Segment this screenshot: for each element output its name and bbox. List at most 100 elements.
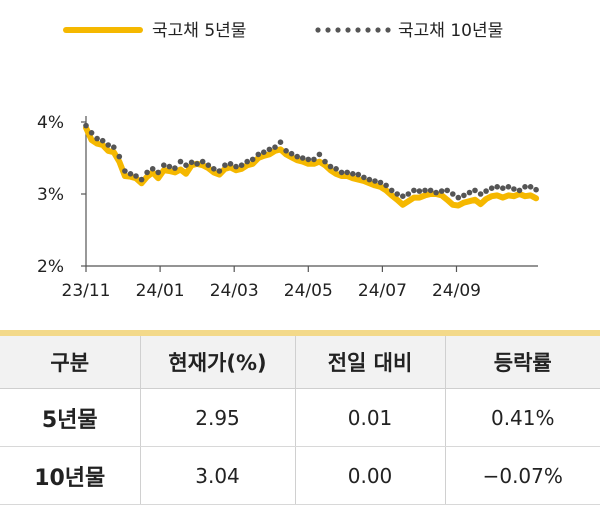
series-10y-point <box>527 184 534 190</box>
series-10y-point <box>111 144 117 150</box>
bond-yield-chart: 국고채 5년물 국고채 10년물 2%3%4% 23/11 24/01 24/03 2… <box>37 21 540 301</box>
series-10y-point <box>244 158 250 165</box>
series-10y-point <box>461 192 467 199</box>
series-10y-point <box>416 188 423 194</box>
series-10y-point <box>444 187 451 194</box>
table-header-row: 구분 현재가(%) 전일 대비 등락률 <box>0 336 600 389</box>
series-10y-point <box>327 163 334 170</box>
series-10y-point <box>322 158 328 165</box>
legend-dot <box>335 27 341 33</box>
legend-dot <box>325 27 331 33</box>
cell-price: 3.04 <box>140 446 296 505</box>
series-10y-point <box>383 182 389 189</box>
series-10y-point <box>422 187 428 194</box>
cell-price: 2.95 <box>140 388 296 447</box>
series-10y-point <box>400 193 406 199</box>
series-10y-point <box>149 166 156 172</box>
series-10y-point <box>533 186 539 193</box>
row-label: 10년물 <box>0 446 141 505</box>
series-10y-point <box>238 162 245 168</box>
series-10y-point <box>500 185 506 191</box>
series-10y-point <box>433 189 439 196</box>
series-10y-point <box>83 122 89 129</box>
series-10y-point <box>344 169 351 176</box>
legend-dot <box>375 27 381 33</box>
series-10y-point <box>88 130 95 136</box>
series-10y-point <box>411 187 417 194</box>
cell-rate: −0.07% <box>445 446 600 505</box>
series-10y-point <box>516 187 523 194</box>
series-10y-point <box>261 149 267 155</box>
series-10y-point <box>133 173 139 179</box>
legend-dot <box>345 27 351 33</box>
row-label: 5년물 <box>0 388 141 447</box>
series-10y-point <box>466 189 473 196</box>
series-10y-point <box>333 166 339 172</box>
header-rate: 등락률 <box>445 336 600 389</box>
y-tick-label: 3% <box>37 185 64 205</box>
series-10y <box>83 122 539 201</box>
legend-dot <box>355 27 361 33</box>
series-10y-point <box>394 191 401 197</box>
series-10y-point <box>177 158 184 165</box>
series-10y-point <box>438 188 445 194</box>
series-10y-point <box>144 169 150 176</box>
series-10y-point <box>338 169 345 176</box>
series-10y-point <box>172 165 178 171</box>
cell-rate: 0.41% <box>445 388 600 447</box>
series-10y-point <box>138 176 145 183</box>
y-tick-labels: 2% 3% 4% <box>37 113 64 277</box>
series-10y-point <box>450 191 456 197</box>
quote-table: 구분 현재가(%) 전일 대비 등락률 5년물 2.95 0.01 0.41% … <box>0 336 600 505</box>
series-10y-point <box>316 151 323 158</box>
table-row: 10년물 3.04 0.00 −0.07% <box>0 446 600 505</box>
series-10y-point <box>283 148 289 154</box>
legend-label-10y: 국고채 10년물 <box>398 21 503 41</box>
x-tick-labels: 23/11 24/01 24/03 24/05 24/07 24/09 <box>62 281 481 301</box>
series-10y-point <box>494 184 501 190</box>
y-tick-label: 4% <box>37 113 64 133</box>
series-10y-point <box>288 150 295 157</box>
x-tick-label: 24/01 <box>136 281 185 301</box>
series-10y-point <box>272 144 278 150</box>
series-10y-point <box>488 185 495 191</box>
series-10y-point <box>155 169 161 176</box>
series-10y-point <box>99 137 106 144</box>
series-10y-point <box>472 187 478 194</box>
series-10y-point <box>505 184 512 190</box>
series-10y-point <box>294 153 301 160</box>
series-10y-point <box>305 156 312 163</box>
series-10y-point <box>255 151 262 158</box>
series-10y-point <box>233 163 239 170</box>
legend-dot <box>365 27 371 33</box>
x-tick-label: 24/09 <box>432 281 481 301</box>
series-10y-point <box>522 184 528 190</box>
series-10y-point <box>483 188 489 194</box>
quote-table-section: 구분 현재가(%) 전일 대비 등락률 5년물 2.95 0.01 0.41% … <box>0 330 600 505</box>
series-10y-point <box>266 146 273 153</box>
series-10y-point <box>388 187 395 194</box>
series-10y-point <box>299 155 306 161</box>
series-10y-point <box>222 162 228 168</box>
series-10y-point <box>477 191 484 197</box>
series-10y-point <box>205 162 212 168</box>
series-10y-point <box>188 159 195 166</box>
series-5y-line <box>83 124 540 209</box>
legend-dot <box>385 27 391 33</box>
series-10y-point <box>361 174 367 181</box>
table-accent-rule <box>0 330 600 336</box>
legend-dot <box>315 27 321 33</box>
header-change: 전일 대비 <box>295 336 446 389</box>
series-10y-point <box>350 171 356 177</box>
series-5y <box>83 124 540 209</box>
series-10y-point <box>311 156 317 163</box>
series-10y-point <box>211 166 217 172</box>
series-10y-point <box>366 176 373 183</box>
x-tick-label: 24/05 <box>284 281 333 301</box>
series-10y-point <box>122 168 128 174</box>
legend: 국고채 5년물 국고채 10년물 <box>63 21 503 41</box>
series-10y-point <box>161 162 167 168</box>
series-10y-point <box>116 153 123 160</box>
series-10y-point <box>199 158 206 165</box>
cell-change: 0.00 <box>295 446 446 505</box>
